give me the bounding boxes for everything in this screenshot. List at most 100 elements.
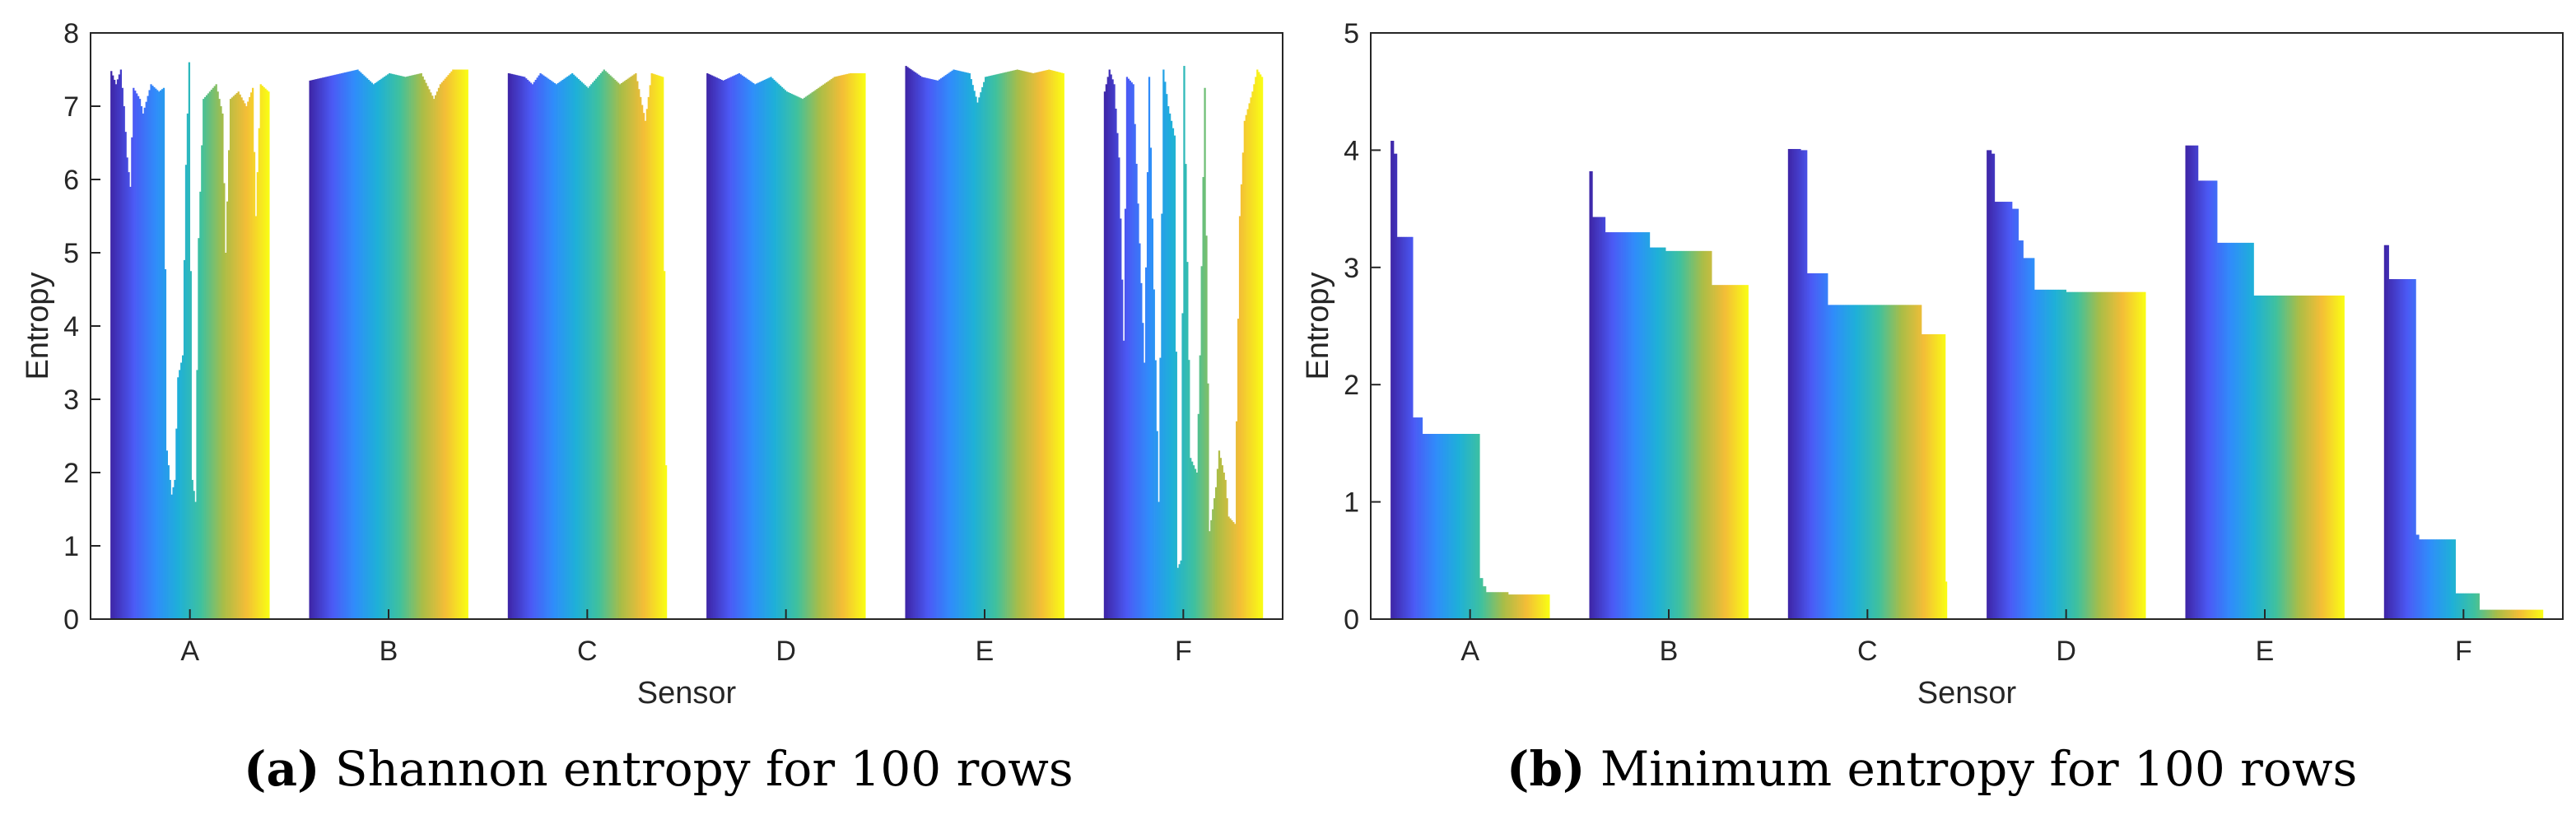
bar-c-64 (1888, 305, 1890, 619)
bar-f-21 (2415, 534, 2418, 619)
bar-e-20 (935, 80, 938, 619)
bar-d-47 (2059, 289, 2062, 619)
bar-b-67 (413, 74, 417, 620)
bar-b-85 (1722, 285, 1725, 619)
bar-a-4 (1395, 153, 1398, 620)
bar-a-28 (153, 86, 156, 620)
bar-a-98 (264, 88, 267, 619)
bar-b-16 (333, 75, 335, 620)
bar-b-77 (430, 92, 432, 619)
chart-a-axes-box (90, 32, 1283, 620)
bar-b-12 (326, 76, 328, 619)
bar-e-61 (1000, 72, 1003, 619)
bar-a-60 (204, 96, 207, 620)
bar-f-65 (2485, 609, 2488, 619)
bar-c-33 (558, 82, 561, 619)
bar-b-92 (1734, 285, 1736, 619)
bar-d-95 (2136, 291, 2138, 619)
bar-e-72 (2298, 295, 2300, 619)
bar-f-40 (1166, 94, 1168, 620)
bar-f-31 (2431, 539, 2434, 619)
bar-f-23 (1139, 243, 1141, 619)
bar-d-35 (760, 81, 763, 620)
bar-e-24 (941, 77, 944, 620)
bar-b-31 (356, 69, 359, 619)
bar-b-65 (1691, 250, 1693, 619)
bar-f-17 (1129, 80, 1131, 620)
bar-d-31 (2034, 289, 2037, 619)
bar-c-63 (606, 72, 608, 619)
bar-a-36 (1446, 434, 1448, 619)
bar-a-82 (1519, 594, 1521, 619)
bar-b-7 (1599, 217, 1601, 619)
bar-d-56 (2074, 291, 2076, 619)
bar-f-61 (1199, 355, 1201, 619)
bar-a-94 (258, 128, 260, 619)
bar-a-62 (207, 93, 210, 620)
bar-a-59 (1483, 586, 1485, 619)
bar-c-78 (1910, 305, 1912, 619)
bar-d-33 (2037, 289, 2040, 619)
bar-f-62 (2481, 609, 2483, 619)
bar-f-79 (2508, 609, 2510, 619)
bar-f-26 (2424, 539, 2426, 619)
bar-c-8 (1799, 148, 1801, 620)
bar-c-10 (1802, 150, 1805, 619)
bar-b-9 (321, 77, 324, 620)
bar-a-2 (1392, 141, 1395, 619)
bar-e-34 (2238, 242, 2240, 619)
bar-d-59 (2079, 291, 2081, 619)
bar-b-30 (1635, 232, 1637, 619)
bar-f-11 (2400, 279, 2402, 619)
bar-d-11 (722, 80, 724, 620)
bar-a-8 (1401, 236, 1404, 619)
bar-c-4 (512, 74, 515, 619)
bar-c-85 (641, 105, 644, 619)
bar-d-42 (771, 78, 774, 620)
bar-c-21 (1819, 273, 1822, 619)
bar-c-68 (1894, 305, 1897, 619)
bar-d-18 (2013, 208, 2016, 619)
bar-b-63 (1688, 250, 1690, 619)
bar-d-80 (831, 77, 834, 620)
bar-b-7 (319, 78, 321, 620)
bar-e-12 (922, 77, 925, 620)
bar-c-29 (1832, 305, 1835, 619)
bar-c-93 (654, 74, 656, 620)
bar-f-37 (1161, 213, 1163, 619)
bar-e-14 (2206, 180, 2208, 620)
bar-e-46 (976, 102, 979, 620)
bar-f-71 (1214, 487, 1218, 619)
bar-c-56 (594, 78, 598, 620)
bar-b-57 (1678, 250, 1680, 619)
bar-e-62 (1002, 72, 1004, 619)
bar-f-64 (2484, 609, 2486, 619)
bar-d-92 (850, 72, 854, 619)
bar-b-89 (1729, 285, 1731, 619)
bar-d-50 (784, 90, 787, 620)
bar-a-30 (1437, 434, 1439, 619)
bar-d-78 (828, 80, 831, 619)
bar-f-8 (1115, 108, 1117, 620)
x-tick-label-b: B (380, 636, 398, 667)
bar-f-95 (2533, 609, 2536, 619)
bar-b-99 (464, 69, 467, 619)
x-tick-label-e: E (2256, 636, 2275, 667)
bar-e-83 (1035, 72, 1038, 619)
bar-f-55 (2470, 593, 2472, 619)
bar-f-73 (2498, 609, 2501, 619)
bar-b-73 (1703, 250, 1706, 619)
bar-b-62 (406, 76, 408, 619)
bar-b-36 (1645, 232, 1647, 619)
bar-c-78 (630, 76, 632, 619)
bar-c-90 (1929, 333, 1931, 619)
bar-f-51 (2463, 593, 2466, 619)
bar-f-16 (2407, 279, 2411, 619)
bar-b-20 (1619, 232, 1622, 619)
bar-d-32 (2035, 289, 2038, 619)
bar-e-55 (990, 75, 993, 620)
bar-b-39 (1649, 247, 1652, 619)
bar-b-77 (1710, 250, 1712, 619)
bar-c-32 (557, 82, 559, 620)
bar-f-91 (2527, 609, 2529, 619)
